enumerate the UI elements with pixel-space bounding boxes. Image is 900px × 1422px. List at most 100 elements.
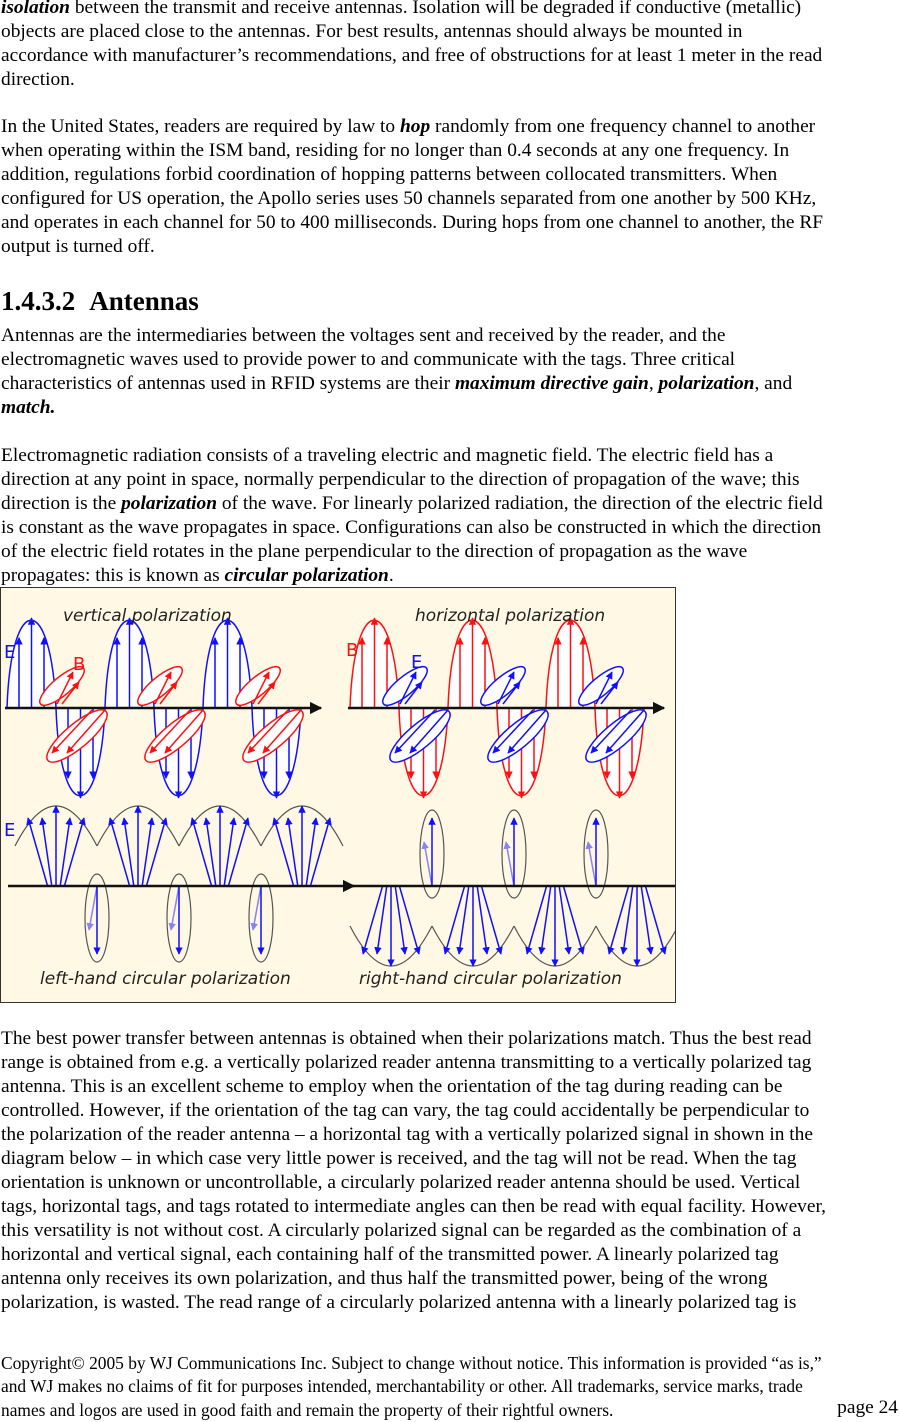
left-hand-wave-arrow (145, 817, 168, 887)
text-line: is constant as the wave propagates in sp… (1, 516, 900, 540)
magnetic-field-label: B (346, 640, 358, 661)
left-hand-wave-arrow (272, 817, 295, 887)
right-hand-wave-arrow (476, 885, 490, 955)
vertical-wave-secondary-lobe (46, 709, 108, 763)
footer-line: Copyright© 2005 by WJ Communications Inc… (1, 1353, 822, 1373)
horizontal-wave-secondary-arrow (394, 709, 436, 754)
horizontal-wave-secondary-arrow (605, 709, 645, 754)
text-line: propagates: this is known as circular po… (1, 564, 900, 588)
vertical-wave-secondary-arrow (262, 709, 302, 754)
text-line: objects are placed close to the antennas… (1, 20, 900, 44)
right-hand-wave-arrow (562, 885, 585, 955)
text-line: characteristics of antennas used in RFID… (1, 372, 900, 396)
horizontal-wave-secondary-arrow (507, 709, 547, 754)
vertical-wave-secondary-arrow (257, 681, 276, 705)
paragraph-isolation: isolation between the transmit and recei… (1, 0, 900, 92)
horizontal-wave-secondary-arrow (404, 681, 423, 705)
text-segment: , and (754, 373, 793, 394)
text-segment: this versatility is not without cost. A … (1, 1220, 802, 1241)
text-segment: characteristics of antennas used in RFID… (1, 373, 455, 394)
text-line: direction is the polarization of the wav… (1, 492, 900, 516)
horizontal-wave-secondary-arrow (399, 671, 417, 705)
vertical-wave-secondary-arrow (56, 671, 74, 705)
right-hand-wave-arrow (394, 885, 408, 955)
right-hand-wave-arrow (585, 841, 597, 887)
right-hand-wave-arrow (480, 885, 503, 955)
text-line: accordance with manufacturer’s recommend… (1, 44, 900, 68)
vertical-wave-secondary-lobe (242, 709, 304, 763)
text-line: when operating within the ISM band, resi… (1, 139, 900, 163)
footer-line: and WJ makes no claims of fit for purpos… (1, 1376, 803, 1397)
left-hand-wave-arrow (63, 817, 86, 887)
right-hand-wave-arrow (361, 885, 384, 955)
paragraph-frequency-hopping: In the United States, readers are requir… (1, 115, 900, 259)
left-hand-wave-arrow (227, 817, 250, 887)
left-hand-wave-arrow (108, 817, 131, 887)
text-line: diagram below – in which case very littl… (1, 1147, 900, 1171)
emphasis-text: match. (1, 397, 56, 418)
left-hand-wave-arrow (59, 817, 73, 887)
section-number: 1.4.3.2 (1, 286, 76, 316)
vertical-polarization-label: vertical polarization (63, 606, 232, 626)
horizontal-wave-secondary-arrow (590, 709, 632, 754)
text-line: antenna. This is an excellent scheme to … (1, 1075, 900, 1099)
text-segment: when operating within the ISM band, resi… (1, 140, 790, 161)
text-segment: direction is the (1, 493, 122, 514)
electric-field-label: E (4, 642, 15, 663)
left-hand-wave-arrow (190, 817, 213, 887)
right-hand-wave-arrow (607, 885, 630, 955)
text-segment: , (648, 373, 659, 394)
text-segment: propagates: this is known as (1, 565, 225, 586)
right-hand-wave-arrow (398, 885, 421, 955)
horizontal-wave-secondary-arrow (409, 709, 449, 754)
emphasis-text: polarization (121, 493, 217, 514)
polarization-diagram: vertical polarization horizontal polariza… (0, 587, 676, 1003)
right-hand-wave-arrow (558, 885, 572, 955)
vertical-wave-secondary-lobe (144, 709, 206, 763)
left-hand-wave-loop (166, 873, 192, 963)
text-segment: output is turned off. (1, 236, 155, 257)
text-segment: In the United States, readers are requir… (1, 116, 400, 137)
right-hand-wave-loop (583, 809, 609, 899)
text-line: Electromagnetic radiation consists of a … (1, 444, 900, 468)
emphasis-text: polarization (658, 373, 755, 394)
text-line: The best power transfer between antennas… (1, 1027, 900, 1051)
paragraph-polarization: Electromagnetic radiation consists of a … (1, 444, 900, 588)
vertical-wave-secondary-arrow (252, 671, 270, 705)
text-segment: . (388, 565, 394, 586)
left-hand-wave-arrow (285, 817, 299, 887)
left-hand-wave-arrow (121, 817, 135, 887)
text-segment: of the electric field rotates in the pla… (1, 541, 748, 562)
horizontal-wave-secondary-arrow (492, 709, 534, 754)
text-line: range is obtained from e.g. a vertically… (1, 1051, 900, 1075)
text-line: direction. (1, 68, 900, 92)
section-heading: 1.4.3.2 Antennas (1, 285, 199, 317)
text-segment: randomly from one frequency channel to a… (430, 116, 816, 137)
right-hand-wave-arrow (525, 885, 548, 955)
text-segment: antenna only receives its own polarizati… (1, 1268, 768, 1289)
left-hand-wave-arrow (223, 817, 237, 887)
text-segment: is constant as the wave propagates in sp… (1, 517, 822, 538)
text-line: configured for US operation, the Apollo … (1, 187, 900, 211)
text-line: isolation between the transmit and recei… (1, 0, 900, 20)
text-segment: polarization, is wasted. The read range … (1, 1292, 797, 1313)
text-line: of the electric field rotates in the pla… (1, 540, 900, 564)
text-line: match. (1, 396, 900, 420)
right-hand-wave-arrow (538, 885, 552, 955)
text-line: tags, horizontal tags, and tags rotated … (1, 1195, 900, 1219)
text-segment: the polarization of the reader antenna –… (1, 1124, 813, 1145)
emphasis-text: hop (399, 116, 431, 137)
left-hand-wave-arrow (39, 817, 53, 887)
footer-line: names and logos are used in good faith a… (1, 1399, 614, 1420)
vertical-wave-secondary-arrow (61, 681, 80, 705)
right-hand-wave-loop (501, 809, 527, 899)
text-line: electromagnetic waves used to provide po… (1, 348, 900, 372)
text-segment: orientation is unknown or uncontrollable… (1, 1172, 801, 1193)
vertical-wave-secondary-arrow (51, 709, 93, 754)
left-hand-wave-arrow (203, 817, 217, 887)
text-segment: addition, regulations forbid coordinatio… (1, 164, 778, 185)
text-segment: configured for US operation, the Apollo … (1, 188, 817, 209)
emphasis-text: isolation (1, 0, 70, 18)
text-line: direction at any point in space, normall… (1, 468, 900, 492)
left-hand-wave-arrow (309, 817, 332, 887)
